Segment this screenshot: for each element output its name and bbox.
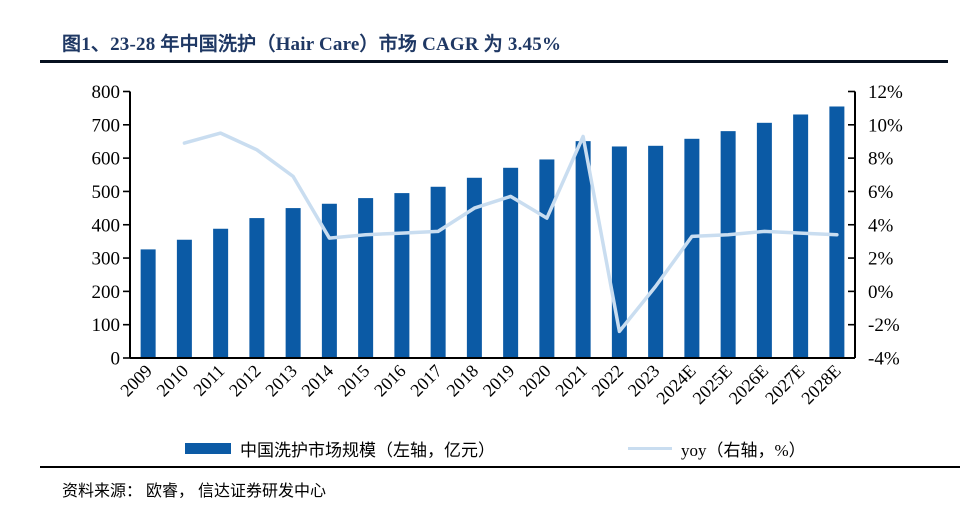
- legend-label-yoy: yoy（右轴，%）: [681, 440, 806, 460]
- right-tick-label: 8%: [868, 149, 894, 170]
- x-tick-label-2014: 2014: [298, 361, 338, 401]
- x-tick-label-2022: 2022: [588, 361, 628, 401]
- bar-2011: [213, 228, 229, 358]
- x-tick-label-2019: 2019: [479, 361, 519, 401]
- yoy-line: [182, 131, 839, 334]
- right-tick-label: 6%: [868, 182, 894, 203]
- x-tick-label-2027E: 2027E: [761, 361, 808, 408]
- right-tick-label: -2%: [868, 315, 900, 336]
- bar-2015: [358, 198, 374, 358]
- legend-line-swatch: [628, 446, 672, 450]
- bar-2023: [648, 145, 664, 358]
- x-tick-label-2018: 2018: [443, 361, 483, 401]
- x-tick-label-2017: 2017: [406, 361, 446, 401]
- title-underline: [40, 60, 948, 63]
- x-tick-label-2028E: 2028E: [797, 361, 844, 408]
- left-tick-label: 100: [92, 315, 121, 336]
- x-tick-label-2009: 2009: [116, 361, 156, 401]
- right-tick-label: 4%: [868, 215, 894, 236]
- right-tick-label: 12%: [868, 82, 903, 103]
- bars-group: [140, 106, 845, 359]
- bar-2016: [394, 193, 410, 358]
- bar-2027E: [793, 114, 809, 359]
- x-tick-label-2020: 2020: [515, 361, 555, 401]
- bar-2020: [539, 159, 555, 358]
- footer-divider: [40, 466, 960, 468]
- right-tick-label: 2%: [868, 249, 894, 270]
- legend-item-market-size: 中国洗护市场规模（左轴，亿元）: [185, 438, 495, 460]
- x-tick-label-2010: 2010: [153, 361, 193, 401]
- left-tick-label: 700: [92, 115, 121, 136]
- left-tick-label: 300: [92, 249, 121, 270]
- right-tick-label: -4%: [868, 349, 900, 370]
- left-tick-label: 0: [111, 349, 121, 370]
- bar-2009: [140, 249, 156, 358]
- left-tick-label: 800: [92, 82, 121, 103]
- bar-2018: [466, 177, 482, 358]
- bar-2026E: [756, 122, 772, 358]
- bar-2025E: [720, 131, 736, 358]
- bar-2010: [176, 239, 192, 358]
- bar-2017: [430, 186, 446, 358]
- legend-item-yoy: yoy（右轴，%）: [628, 438, 806, 460]
- left-tick-label: 600: [92, 149, 121, 170]
- left-tick-label: 500: [92, 182, 121, 203]
- x-tick-label-2013: 2013: [261, 361, 301, 401]
- bar-2024E: [684, 138, 700, 358]
- x-tick-label-2015: 2015: [334, 361, 374, 401]
- x-tick-label-2016: 2016: [370, 361, 410, 401]
- axes-group: [123, 90, 856, 359]
- legend-bar-swatch: [185, 442, 231, 454]
- right-tick-label: 10%: [868, 115, 903, 136]
- bar-2019: [503, 167, 519, 358]
- bar-2012: [249, 218, 265, 358]
- right-tick-label: 0%: [868, 282, 894, 303]
- bar-2028E: [829, 106, 845, 359]
- x-tick-label-2011: 2011: [189, 361, 228, 400]
- x-tick-label-2026E: 2026E: [725, 361, 772, 408]
- left-tick-label: 400: [92, 215, 121, 236]
- x-tick-label-2024E: 2024E: [652, 361, 699, 408]
- bar-2013: [285, 208, 301, 358]
- legend-label-market-size: 中国洗护市场规模（左轴，亿元）: [240, 440, 495, 460]
- x-tick-label-2025E: 2025E: [689, 361, 736, 408]
- bar-2021: [575, 141, 591, 358]
- figure-title: 图1、23-28 年中国洗护（Hair Care）市场 CAGR 为 3.45%: [62, 34, 562, 55]
- x-tick-label-2012: 2012: [225, 361, 265, 401]
- source-note: 资料来源： 欧睿， 信达证券研发中心: [62, 483, 327, 500]
- bar-2014: [321, 203, 337, 358]
- x-tick-label-2021: 2021: [551, 361, 591, 401]
- left-tick-label: 200: [92, 282, 121, 303]
